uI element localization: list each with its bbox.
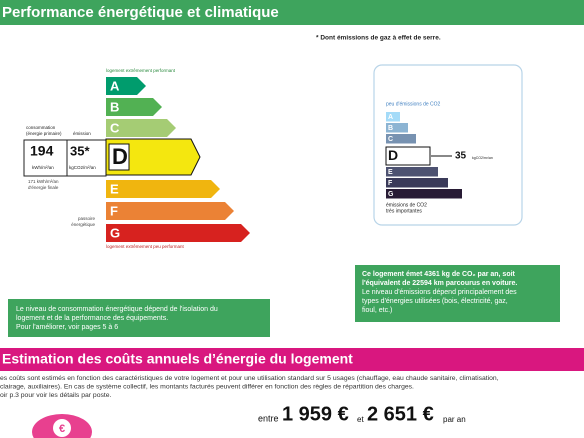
energy-class-bar: [106, 98, 162, 116]
and-word: et: [357, 415, 364, 424]
ghg-bottom-label: très importantes: [386, 208, 422, 214]
bottom-label: logement extrêmement peu performant: [106, 244, 185, 249]
energy-class-bar: [106, 77, 146, 95]
energy-note-line: Le niveau de consommation énergétique dé…: [16, 306, 218, 313]
energy-class-letter: E: [110, 181, 119, 196]
energy-note-line: Pour l'améliorer, voir pages 5 à 6: [16, 324, 118, 331]
costs-title: Estimation des coûts annuels d’énergie d…: [2, 351, 353, 367]
energy-class-letter: G: [110, 225, 120, 240]
consumption-header: (énergie primaire): [26, 131, 62, 136]
ghg-class-bar: [386, 134, 416, 144]
energy-class-letter: D: [112, 144, 128, 169]
ghg-class-letter: C: [388, 136, 393, 143]
energy-class-bar: [106, 119, 176, 137]
energy-class-letter: F: [110, 203, 118, 218]
high-cost: 2 651 €: [367, 403, 434, 425]
ghg-class-bar: [386, 112, 400, 122]
energy-class-bar: [106, 224, 250, 242]
piggy-icon: €: [32, 414, 92, 438]
ghg-class-bar: [386, 123, 408, 133]
energy-class-bar: [106, 202, 234, 220]
ghg-note-line: Le niveau d'émissions dépend principalem…: [362, 289, 517, 296]
ghg-class-bar: [386, 167, 438, 177]
consumption-value: 194: [30, 143, 54, 159]
energy-class-letter: A: [110, 78, 120, 93]
ghg-class-letter: F: [388, 180, 393, 187]
ghg-note-line: fioul, etc.): [362, 307, 392, 314]
emission-unit: kgCO2/m²/an: [69, 165, 96, 170]
ghg-class-bar: [386, 189, 462, 199]
ghg-note-line: l'équivalent de 22594 km parcourus en vo…: [362, 280, 517, 287]
header-bar: [0, 0, 584, 25]
ghg-note-box: [355, 265, 560, 322]
energy-note-box: [8, 299, 270, 337]
footnote: * Dont émissions de gaz à effet de serre…: [316, 35, 441, 42]
top-label: logement extrêmement performant: [106, 68, 176, 73]
header-title: Performance énergétique et climatique: [2, 4, 279, 21]
period: par an: [443, 415, 466, 424]
energy-note-line: logement et de la performance des équipe…: [16, 315, 168, 322]
ghg-frame: [373, 64, 523, 226]
ghg-class-letter: B: [388, 125, 393, 132]
emission-value: 35*: [70, 143, 90, 158]
costs-intro: es coûts sont estimés en fonction des ca…: [0, 375, 499, 382]
ghg-note-line: types d'énergies utilisées (bois, électr…: [362, 298, 508, 305]
consumption-header: consommation: [26, 125, 56, 130]
final-energy: d'énergie finale: [28, 185, 59, 190]
energy-class-bar: [106, 180, 220, 198]
costs-bar: [0, 348, 584, 371]
energy-class-letter: B: [110, 99, 119, 114]
costs-intro: oir p.3 pour voir les détails par poste.: [0, 392, 112, 399]
passoire: énergétique: [71, 222, 95, 227]
from-word: entre: [258, 413, 279, 423]
ghg-class-letter: G: [388, 191, 394, 198]
costs-intro: clairage, auxiliaires). En cas de systèm…: [0, 383, 414, 390]
ghg-class-letter: E: [388, 169, 393, 176]
ghg-top-label: peu d'émissions de CO2: [386, 101, 441, 107]
class-badge: [108, 143, 130, 171]
consumption-unit: kWh/m²/an: [32, 165, 54, 170]
ghg-value: 35: [455, 151, 467, 162]
ghg-note-line: Ce logement émet 4361 kg de CO₂ par an, …: [362, 271, 516, 278]
energy-class-letter: C: [110, 120, 120, 135]
ghg-unit: kgCO2/m²/an: [472, 156, 493, 160]
ghg-class-letter: A: [388, 114, 393, 121]
svg-text:€: €: [59, 423, 65, 435]
emission-header: émission: [73, 131, 91, 136]
low-cost: 1 959 €: [282, 403, 349, 425]
ghg-class-bar: [386, 178, 448, 188]
ghg-class-bar: [385, 146, 431, 166]
final-energy: 171 kWh/m²/an: [28, 179, 59, 184]
passoire: passoire: [78, 216, 96, 221]
ghg-bottom-label: émissions de CO2: [386, 202, 427, 208]
ghg-class-letter: D: [388, 147, 398, 163]
value-box: [23, 139, 107, 177]
